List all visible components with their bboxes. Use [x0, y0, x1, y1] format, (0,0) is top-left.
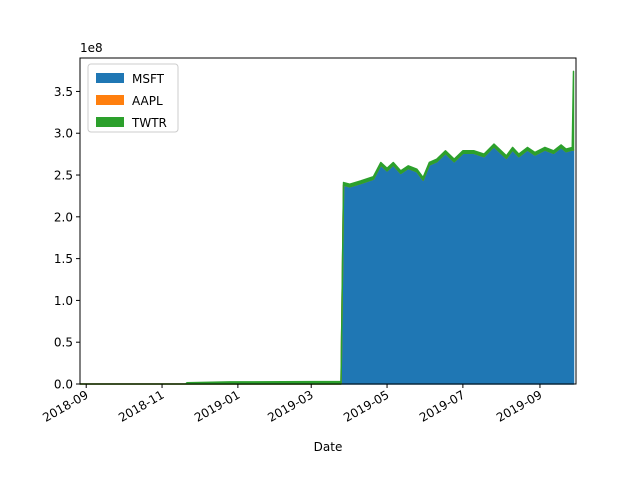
x-tick-label: 2019-03 [265, 388, 315, 425]
y-tick-label: 0.5 [54, 336, 73, 350]
y-tick-label: 2.0 [54, 210, 73, 224]
y-tick-label: 0.0 [54, 378, 73, 392]
legend-swatch-aapl [96, 95, 124, 105]
x-tick-label: 2019-09 [494, 388, 544, 425]
x-tick-label: 2019-07 [417, 388, 467, 425]
x-tick-label: 2019-01 [192, 388, 242, 425]
plot-frame [79, 57, 577, 385]
legend: MSFT AAPL TWTR [87, 63, 179, 133]
area-msft [79, 145, 575, 385]
legend-swatch-msft [96, 73, 124, 83]
y-axis-ticks: 0.0 0.5 1.0 1.5 2.0 2.5 3.0 3.5 [54, 85, 80, 392]
x-axis-label: Date [314, 440, 343, 454]
y-tick-label: 2.5 [54, 169, 73, 183]
legend-label-msft: MSFT [132, 72, 165, 86]
y-tick-label: 1.5 [54, 252, 73, 266]
legend-label-twtr: TWTR [131, 116, 167, 130]
y-tick-label: 3.5 [54, 85, 73, 99]
legend-label-aapl: AAPL [132, 94, 163, 108]
x-tick-label: 2019-05 [341, 388, 391, 425]
legend-swatch-twtr [96, 117, 124, 127]
area-twtr [79, 70, 575, 385]
x-tick-label: 2018-11 [116, 388, 166, 425]
x-axis-ticks: 2018-09 2018-11 2019-01 2019-03 2019-05 2019-… [40, 384, 544, 425]
x-tick-label: 2018-09 [40, 388, 90, 425]
y-axis-scale-label: 1e8 [80, 41, 103, 55]
y-tick-label: 3.0 [54, 127, 73, 141]
plot-areas [79, 70, 575, 385]
y-tick-label: 1.0 [54, 294, 73, 308]
axes-frame [79, 57, 577, 385]
